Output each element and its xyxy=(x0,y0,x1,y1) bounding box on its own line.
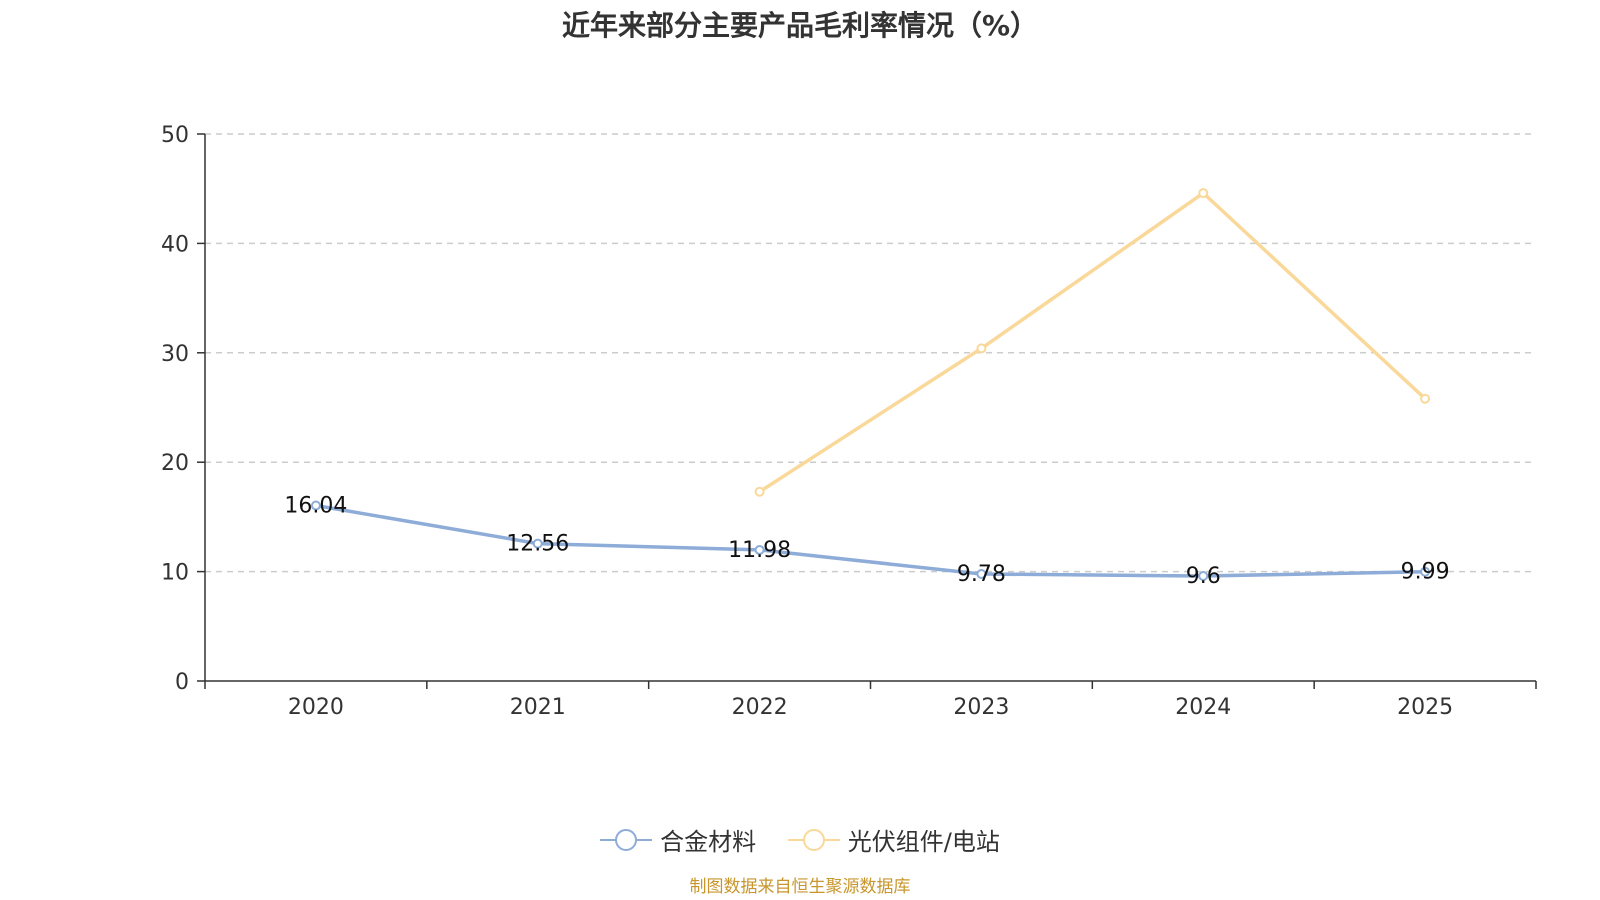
x-tick-label: 2020 xyxy=(288,695,344,720)
data-point xyxy=(1420,566,1431,577)
data-labels: 16.04 12.56 11.98 9.78 9.6 9.99 xyxy=(284,494,1449,589)
legend-label-pv: 光伏组件/电站 xyxy=(847,828,1000,856)
series-line-1 xyxy=(757,191,1427,494)
data-point xyxy=(976,569,987,580)
y-tick-label: 40 xyxy=(161,232,189,257)
data-label: 9.99 xyxy=(1401,560,1450,585)
source-note: 制图数据来自恒生聚源数据库 xyxy=(689,877,911,897)
data-point xyxy=(754,544,765,555)
legend-label-alloy: 合金材料 xyxy=(660,828,757,856)
x-tick-label: 2024 xyxy=(1175,695,1231,720)
y-tick-label: 30 xyxy=(161,342,189,367)
data-label: 12.56 xyxy=(506,532,569,557)
legend-marker-pv-icon xyxy=(787,828,840,851)
data-point xyxy=(1198,570,1209,581)
y-tick-label: 20 xyxy=(161,451,189,476)
data-label: 9.78 xyxy=(957,562,1006,587)
series xyxy=(310,188,1431,581)
data-point xyxy=(532,538,543,549)
data-point xyxy=(1198,188,1209,199)
data-point xyxy=(976,343,987,354)
data-point xyxy=(754,486,765,497)
legend: 合金材料 光伏组件/电站 xyxy=(0,822,1600,860)
data-label: 16.04 xyxy=(284,494,347,519)
data-point xyxy=(1420,393,1431,404)
y-tick-label: 0 xyxy=(175,670,189,695)
legend-marker-alloy-icon xyxy=(600,828,653,851)
data-point xyxy=(310,500,321,511)
grid-lines xyxy=(205,133,1536,573)
x-tick-label: 2021 xyxy=(510,695,566,720)
legend-item-alloy[interactable]: 合金材料 xyxy=(600,822,756,857)
axes: 0 10 20 30 40 50 2020 2021 2022 2023 2024 2025 xyxy=(161,123,1537,720)
chart-title: 近年来部分主要产品毛利率情况（%） xyxy=(561,9,1039,42)
y-tick-label: 50 xyxy=(161,123,189,148)
data-label: 9.6 xyxy=(1186,564,1221,589)
x-tick-label: 2022 xyxy=(732,695,788,720)
x-tick-label: 2025 xyxy=(1397,695,1453,720)
legend-item-pv[interactable]: 光伏组件/电站 xyxy=(787,822,1000,857)
series-line-0 xyxy=(314,503,1427,578)
data-label: 11.98 xyxy=(728,538,791,563)
y-tick-label: 10 xyxy=(161,561,189,586)
x-tick-label: 2023 xyxy=(953,695,1009,720)
